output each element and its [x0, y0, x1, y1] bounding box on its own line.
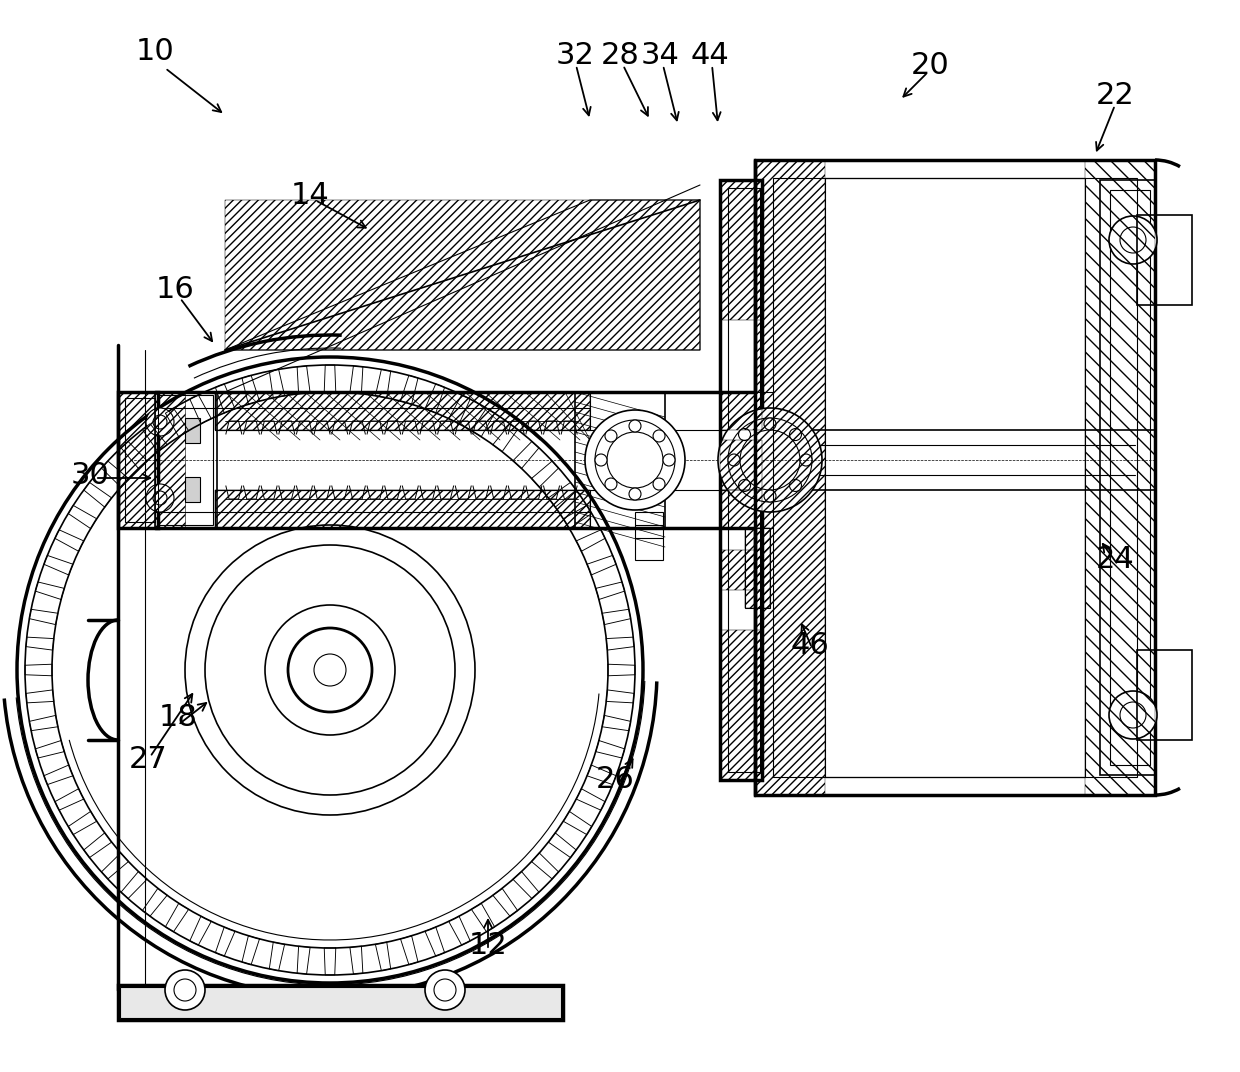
Bar [720, 180, 763, 321]
Bar [720, 440, 763, 490]
Circle shape [790, 479, 801, 491]
Circle shape [425, 970, 465, 1010]
Bar [157, 394, 213, 525]
Bar [118, 392, 157, 528]
Circle shape [739, 429, 750, 441]
Bar [755, 160, 1154, 795]
Bar [1085, 160, 1154, 795]
Circle shape [146, 408, 174, 436]
Circle shape [718, 408, 822, 512]
Bar [215, 490, 590, 528]
Circle shape [764, 418, 776, 430]
Text: 28: 28 [600, 41, 640, 70]
Circle shape [595, 455, 608, 466]
Circle shape [629, 420, 641, 432]
Bar [1137, 650, 1192, 740]
Bar [120, 987, 560, 1018]
Circle shape [1109, 691, 1157, 739]
Bar [720, 630, 763, 780]
Circle shape [605, 430, 618, 442]
Bar [755, 160, 825, 795]
Circle shape [1109, 215, 1157, 264]
Text: 12: 12 [469, 930, 507, 959]
Bar [720, 392, 763, 430]
Bar [635, 512, 663, 560]
Bar [1110, 190, 1149, 765]
Circle shape [629, 488, 641, 500]
Text: 14: 14 [290, 180, 330, 209]
Text: 46: 46 [791, 630, 830, 659]
Circle shape [25, 364, 635, 976]
Text: 16: 16 [156, 276, 195, 304]
Circle shape [800, 455, 812, 466]
Text: 32: 32 [556, 41, 594, 70]
Circle shape [739, 479, 750, 491]
Text: 44: 44 [691, 41, 729, 70]
Circle shape [585, 410, 684, 510]
Text: 30: 30 [71, 461, 109, 490]
Bar [155, 392, 185, 528]
Bar [215, 392, 590, 430]
Bar [1100, 180, 1154, 775]
Bar [575, 392, 665, 528]
Text: 10: 10 [135, 38, 175, 66]
Bar [1137, 215, 1192, 306]
Text: 27: 27 [129, 745, 167, 774]
Text: 34: 34 [641, 41, 680, 70]
Circle shape [764, 490, 776, 502]
Bar [728, 188, 760, 772]
Text: 20: 20 [910, 50, 950, 79]
Circle shape [605, 478, 618, 490]
Bar [155, 392, 217, 528]
Circle shape [653, 478, 665, 490]
Bar [215, 490, 590, 528]
Bar [185, 477, 200, 502]
Circle shape [790, 429, 801, 441]
Circle shape [146, 483, 174, 512]
Text: 26: 26 [595, 765, 635, 794]
Bar [745, 528, 770, 608]
Circle shape [653, 430, 665, 442]
Bar [745, 528, 770, 608]
Circle shape [205, 545, 455, 795]
Circle shape [663, 455, 675, 466]
Bar [773, 178, 1137, 777]
Bar [720, 550, 763, 590]
Text: 24: 24 [1096, 546, 1135, 575]
Bar [215, 392, 590, 430]
Circle shape [728, 455, 740, 466]
Bar [224, 200, 701, 349]
Bar [118, 985, 563, 1019]
Bar [118, 392, 157, 528]
Bar [185, 418, 200, 443]
Text: 22: 22 [1096, 80, 1135, 109]
Bar [125, 398, 155, 522]
Bar [825, 178, 1085, 777]
Circle shape [165, 970, 205, 1010]
Text: 18: 18 [159, 703, 197, 732]
Bar [720, 490, 763, 528]
Bar [720, 180, 763, 780]
